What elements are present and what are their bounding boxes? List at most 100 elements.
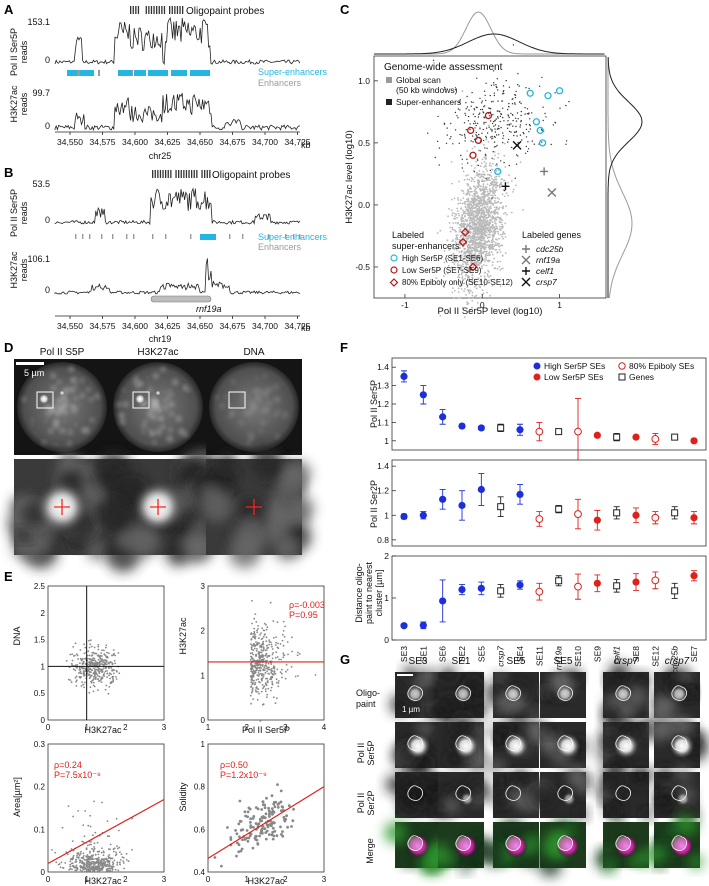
g-texture-2-4	[636, 769, 645, 779]
c-global-point	[465, 220, 468, 223]
c-se-point	[494, 124, 497, 126]
c-global-point	[479, 176, 481, 179]
c-global-point	[495, 248, 498, 251]
c-global-point	[470, 211, 473, 214]
c-global-point	[467, 217, 470, 219]
c-se-point	[472, 141, 474, 143]
c-se-point	[493, 146, 496, 148]
e-tr-point	[254, 633, 256, 636]
f-point-0-9	[574, 427, 582, 436]
c-global-point	[456, 234, 459, 236]
c-global-point	[485, 214, 487, 217]
e-br-point	[271, 830, 275, 834]
c-global-point	[477, 197, 480, 199]
e-bl-point	[69, 865, 72, 868]
c-global-point	[443, 261, 446, 264]
e-tl-point	[74, 676, 77, 679]
c-se-point	[554, 92, 556, 94]
c-global-point	[486, 259, 489, 262]
e-tl-point	[93, 658, 96, 660]
g-ser5p-spot-4	[613, 733, 639, 759]
c-ytick-label: 0.0	[358, 200, 370, 210]
e-tr-point	[264, 654, 267, 657]
g-merge-green-4	[616, 837, 630, 851]
e-tl-point	[113, 652, 115, 655]
c-se-point	[479, 112, 481, 114]
c-global-point	[488, 259, 491, 262]
d-texture-0	[65, 410, 69, 414]
c-global-point	[478, 241, 481, 244]
c-global-point	[470, 206, 473, 209]
c-global-point	[476, 302, 479, 304]
c-global-point	[474, 200, 477, 203]
g-texture-0-0	[390, 694, 411, 715]
e-tl-point	[89, 668, 92, 670]
c-se-point	[541, 76, 543, 79]
e-bl-point	[120, 859, 122, 861]
e-tr-point	[256, 648, 258, 650]
d-zoom-texture-0	[79, 463, 97, 481]
c-global-point	[475, 294, 478, 297]
d-texture-1	[150, 431, 155, 436]
c-global-point	[479, 253, 482, 255]
e-br-point	[271, 837, 275, 841]
c-global-point	[483, 281, 486, 284]
f-point-0-15	[690, 437, 698, 445]
c-global-point	[504, 236, 507, 238]
e-tl-point	[80, 672, 83, 675]
e-tr-point	[264, 682, 267, 684]
c-se-point	[472, 101, 474, 104]
e-tr-point	[261, 679, 263, 682]
e-tr-point	[262, 676, 265, 678]
b-probe-5	[165, 170, 167, 178]
e-tl-point	[109, 681, 112, 684]
e-br-point	[267, 833, 271, 836]
c-global-point	[498, 237, 500, 240]
e-tr-point	[274, 702, 277, 705]
e-bl-point	[119, 851, 121, 854]
e-tl-point	[109, 661, 112, 664]
g-merge-magenta-2	[504, 834, 528, 858]
c-global-point	[487, 173, 489, 176]
c-labeled-genes-title: Labeled genes	[522, 230, 582, 240]
b-oligopaint-probes	[152, 170, 211, 178]
e-bl-point	[88, 867, 91, 870]
g-texture-0-4	[627, 686, 647, 706]
g-outline-1-1	[455, 735, 471, 751]
e-tr-point	[255, 621, 258, 623]
c-global-point	[472, 265, 475, 267]
e-tl-point	[101, 663, 104, 666]
c-global-point	[514, 184, 517, 187]
c-low-ser5p-marker	[467, 126, 475, 135]
e-tr-point	[275, 651, 278, 654]
f-point-2-5	[497, 587, 505, 595]
c-global-point	[480, 185, 482, 188]
g-texture-3-5	[647, 845, 667, 865]
c-global-point	[456, 260, 459, 262]
e-tl-point	[97, 678, 99, 681]
c-global-point	[495, 169, 498, 172]
c-global-point	[495, 182, 498, 185]
e-tl-point	[75, 685, 78, 687]
c-global-point	[468, 292, 471, 295]
e-bl-point	[70, 848, 73, 850]
e-tl-point	[89, 643, 92, 646]
e-tl-point	[111, 663, 114, 666]
c-global-point	[460, 273, 463, 276]
d-texture-2	[267, 398, 270, 402]
c-se-point	[436, 140, 439, 143]
g-outline-3-0	[407, 835, 423, 851]
f-ytick-label-0: 1.1	[377, 417, 389, 427]
a-probe-2	[135, 6, 137, 14]
c-global-point	[472, 243, 474, 246]
c-se-point	[494, 120, 496, 122]
c-global-point	[461, 259, 464, 262]
e-tr-point	[272, 696, 275, 699]
c-global-point	[501, 235, 504, 238]
e-tr-xtick: 4	[322, 723, 327, 732]
c-gene-legend-crsp7: crsp7	[536, 277, 557, 287]
c-se-point	[503, 120, 505, 122]
e-bl-point	[93, 846, 95, 848]
a-super-enhancer-3	[134, 70, 146, 76]
